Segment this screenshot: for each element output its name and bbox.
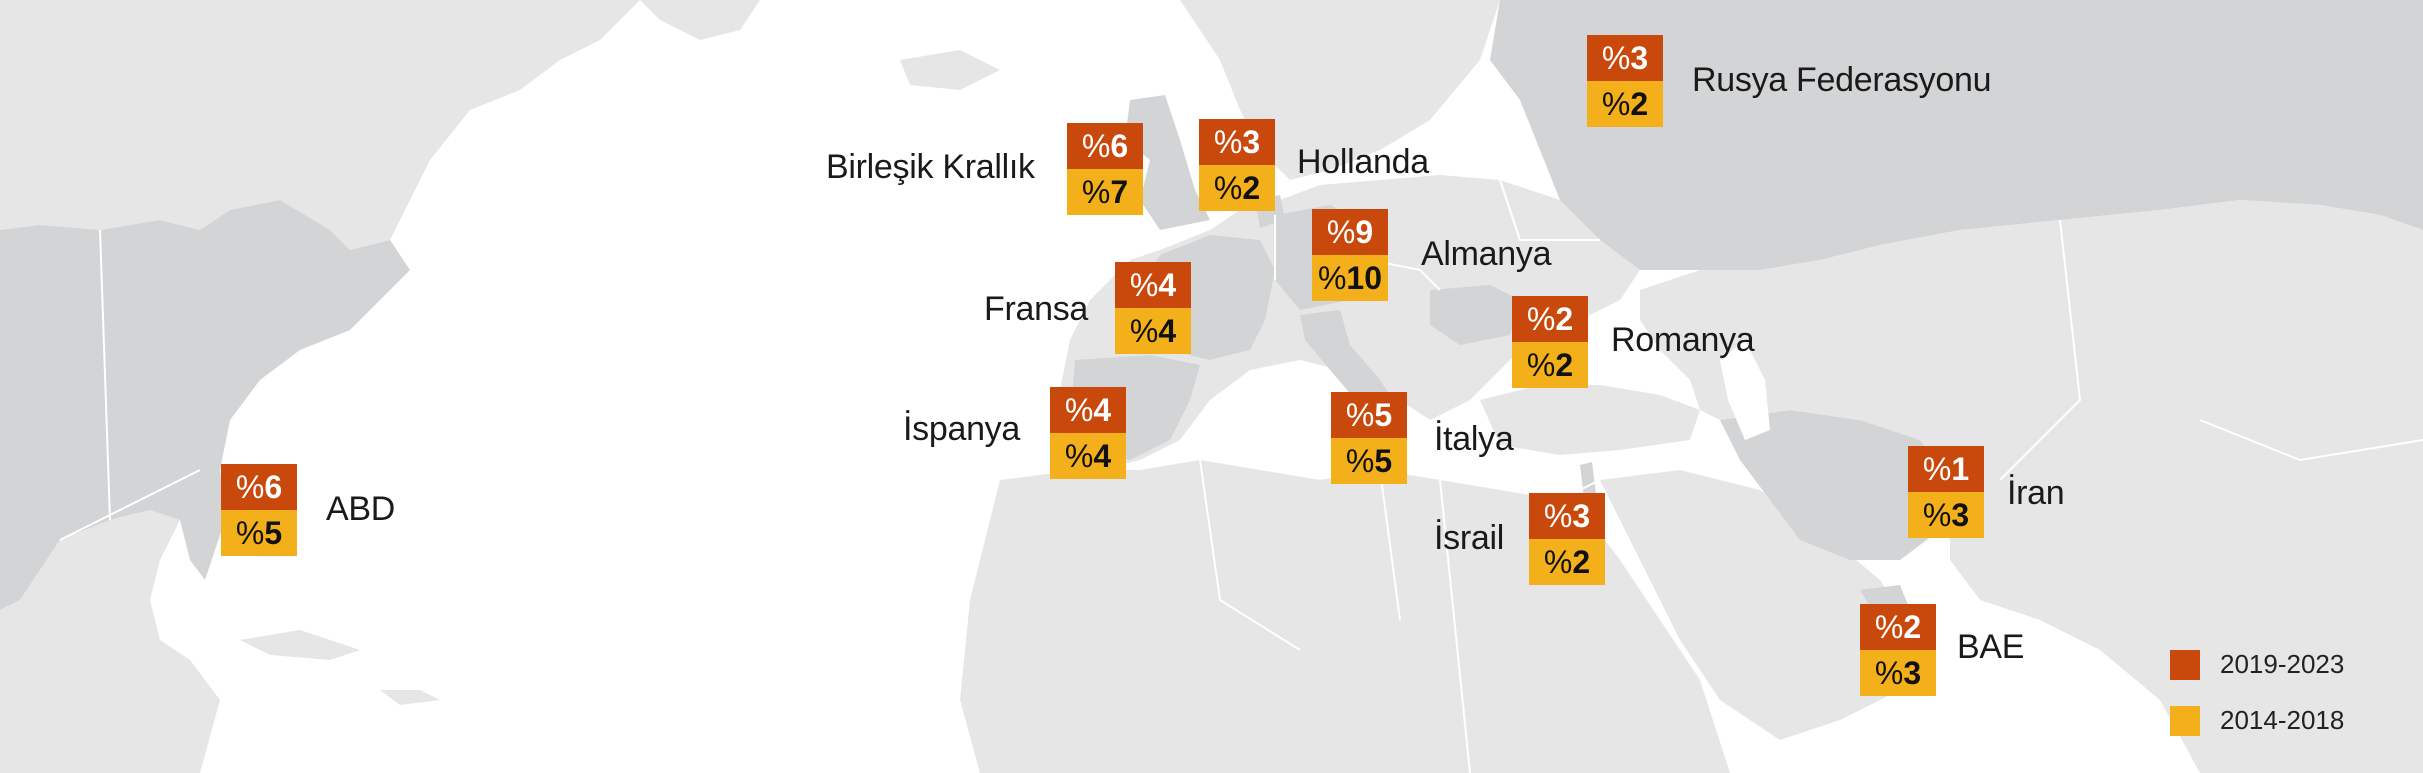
label-netherlands: Hollanda bbox=[1297, 143, 1429, 181]
earlier-share-germany: % 10 bbox=[1312, 255, 1388, 301]
recent-share-uae: % 2 bbox=[1860, 604, 1936, 650]
badge-uae: % 2 % 3 bbox=[1860, 604, 1936, 696]
earlier-share-israel: % 2 bbox=[1529, 539, 1605, 585]
land-russia bbox=[1490, 0, 2423, 270]
recent-share-spain: % 4 bbox=[1050, 387, 1126, 433]
legend-recent: 2019-2023 bbox=[2170, 649, 2344, 680]
recent-share-france: % 4 bbox=[1115, 262, 1191, 308]
land-arabia bbox=[1600, 470, 1920, 740]
earlier-share-iran: % 3 bbox=[1908, 492, 1984, 538]
land-canada bbox=[0, 0, 640, 250]
label-spain: İspanya bbox=[903, 410, 1020, 448]
badge-russia: % 3 % 2 bbox=[1587, 35, 1663, 127]
recent-share-usa: % 6 bbox=[221, 464, 297, 510]
recent-share-uk: % 6 bbox=[1067, 123, 1143, 169]
earlier-share-russia: % 2 bbox=[1587, 81, 1663, 127]
badge-uk: % 6 % 7 bbox=[1067, 123, 1143, 215]
earlier-share-netherlands: % 2 bbox=[1199, 165, 1275, 211]
recent-share-romania: % 2 bbox=[1512, 296, 1588, 342]
recent-share-iran: % 1 bbox=[1908, 446, 1984, 492]
badge-netherlands: % 3 % 2 bbox=[1199, 119, 1275, 211]
land-turkey bbox=[1480, 385, 1700, 455]
label-israel: İsrail bbox=[1434, 519, 1504, 557]
badge-italy: % 5 % 5 bbox=[1331, 392, 1407, 484]
legend-label-recent: 2019-2023 bbox=[2220, 649, 2345, 679]
legend-swatch-recent bbox=[2170, 649, 2200, 680]
badge-france: % 4 % 4 bbox=[1115, 262, 1191, 354]
label-romania: Romanya bbox=[1611, 321, 1755, 359]
recent-share-netherlands: % 3 bbox=[1199, 119, 1275, 165]
earlier-share-italy: % 5 bbox=[1331, 438, 1407, 484]
recent-share-italy: % 5 bbox=[1331, 392, 1407, 438]
recent-share-germany: % 9 bbox=[1312, 209, 1388, 255]
land-uk bbox=[1125, 95, 1210, 230]
earlier-share-uae: % 3 bbox=[1860, 650, 1936, 696]
label-italy: İtalya bbox=[1434, 420, 1514, 458]
badge-germany: % 9 % 10 bbox=[1312, 209, 1388, 301]
earlier-share-spain: % 4 bbox=[1050, 433, 1126, 479]
badge-spain: % 4 % 4 bbox=[1050, 387, 1126, 479]
legend-earlier: 2014-2018 bbox=[2170, 705, 2344, 736]
label-france: Fransa bbox=[984, 290, 1089, 328]
sea-caspian bbox=[1720, 340, 1770, 440]
land-caribbean bbox=[380, 690, 440, 705]
land-romania bbox=[1430, 285, 1520, 345]
legend-swatch-earlier bbox=[2170, 705, 2200, 736]
label-russia: Rusya Federasyonu bbox=[1692, 61, 1992, 99]
land-greenland bbox=[640, 0, 760, 40]
earlier-share-france: % 4 bbox=[1115, 308, 1191, 354]
land-central-asia bbox=[1640, 200, 2423, 773]
earlier-share-uk: % 7 bbox=[1067, 169, 1143, 215]
badge-romania: % 2 % 2 bbox=[1512, 296, 1588, 388]
land-iran bbox=[1720, 410, 1950, 560]
land-mexico bbox=[0, 510, 220, 773]
borders bbox=[59, 179, 2423, 773]
badge-usa: % 6 % 5 bbox=[221, 464, 297, 556]
label-uk: Birleşik Krallık bbox=[826, 148, 1035, 186]
badge-israel: % 3 % 2 bbox=[1529, 493, 1605, 585]
label-iran: İran bbox=[2007, 474, 2065, 512]
land-cuba bbox=[240, 630, 360, 660]
label-uae: BAE bbox=[1957, 628, 2025, 666]
land-iceland bbox=[900, 50, 1000, 90]
recent-share-russia: % 3 bbox=[1587, 35, 1663, 81]
label-germany: Almanya bbox=[1421, 235, 1552, 273]
legend-label-earlier: 2014-2018 bbox=[2220, 705, 2345, 735]
recent-share-israel: % 3 bbox=[1529, 493, 1605, 539]
earlier-share-romania: % 2 bbox=[1512, 342, 1588, 388]
badge-iran: % 1 % 3 bbox=[1908, 446, 1984, 538]
label-usa: ABD bbox=[326, 490, 396, 528]
earlier-share-usa: % 5 bbox=[221, 510, 297, 556]
